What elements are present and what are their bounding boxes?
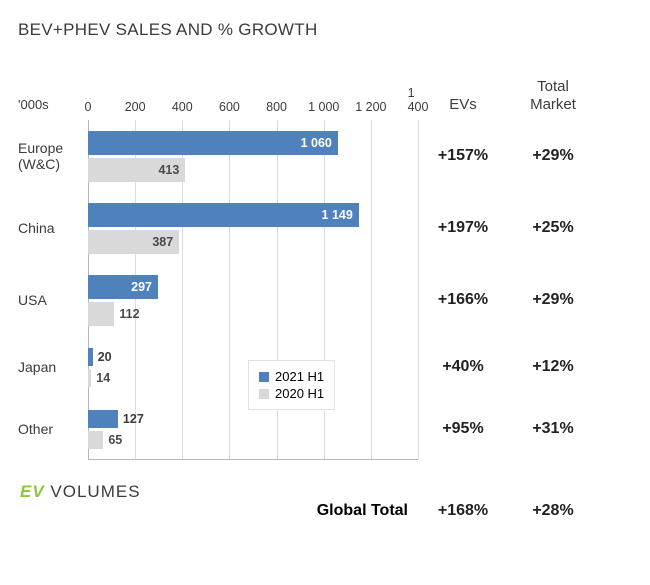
evs-growth-pct: +197%: [418, 219, 508, 237]
total-market-growth-pct: +25%: [508, 219, 598, 237]
data-row: Europe(W&C) 1 060 413 +157%+29%: [18, 120, 632, 192]
axis-header-row: '000s 0 200 400 600 800 1 000 1 200 1 400 EVs T…: [18, 70, 632, 114]
category-label: USA: [18, 292, 88, 308]
evs-growth-pct: +166%: [418, 291, 508, 309]
bar-2020: 387: [88, 230, 179, 254]
data-row: USA 297 112 +166%+29%: [18, 264, 632, 336]
bar-2020: 14: [88, 369, 91, 387]
x-axis-ticks: 02004006008001 0001 2001 400: [88, 70, 418, 114]
legend-item-2020: 2020 H1: [259, 386, 324, 401]
evs-growth-pct: +157%: [418, 147, 508, 165]
bar-label-2021: 297: [131, 280, 152, 294]
unit-label: '000s: [18, 97, 88, 114]
bar-label-2020: 14: [96, 371, 110, 385]
evs-growth-pct: +95%: [418, 420, 508, 438]
bar-2021: 20: [88, 348, 93, 366]
legend-swatch-2020: [259, 389, 269, 399]
bar-2021: 297: [88, 275, 158, 299]
x-tick: 1 200: [355, 100, 386, 114]
total-market-growth-pct: +29%: [508, 291, 598, 309]
chart-area: '000s 0 200 400 600 800 1 000 1 200 1 400 EVs T…: [18, 70, 632, 460]
bar-2021: 127: [88, 410, 118, 428]
x-tick: 1 400: [408, 86, 429, 114]
legend-label-2020: 2020 H1: [275, 386, 324, 401]
chart-container: BEV+PHEV SALES AND % GROWTH '000s 0 200 40…: [0, 0, 650, 585]
bar-cell: 297 112: [88, 264, 418, 336]
footer-row: EV VOLUMES Global Total +168% +28%: [18, 482, 632, 520]
bar-2020: 65: [88, 431, 103, 449]
bar-2020: 112: [88, 302, 114, 326]
x-tick: 1 000: [308, 100, 339, 114]
x-tick: 800: [266, 100, 287, 114]
bar-label-2020: 112: [119, 307, 139, 321]
bar-2020: 413: [88, 158, 185, 182]
legend-swatch-2021: [259, 372, 269, 382]
evs-growth-pct: +40%: [418, 358, 508, 376]
bar-label-2021: 127: [123, 412, 144, 426]
bar-cell: 1 060 413: [88, 120, 418, 192]
total-market-growth-pct: +29%: [508, 147, 598, 165]
chart-title: BEV+PHEV SALES AND % GROWTH: [18, 20, 632, 40]
category-label: Europe(W&C): [18, 140, 88, 172]
global-tm-pct: +28%: [508, 502, 598, 520]
logo-volumes: VOLUMES: [45, 482, 141, 501]
data-row: China 1 149 387 +197%+25%: [18, 192, 632, 264]
bar-label-2020: 413: [158, 163, 179, 177]
bar-label-2020: 387: [152, 235, 173, 249]
global-evs-pct: +168%: [418, 502, 508, 520]
global-total-label: Global Total: [88, 502, 418, 520]
total-market-growth-pct: +31%: [508, 420, 598, 438]
bar-label-2021: 1 149: [322, 208, 353, 222]
category-label: Japan: [18, 359, 88, 375]
bar-label-2021: 20: [98, 350, 112, 364]
legend: 2021 H1 2020 H1: [248, 360, 335, 410]
logo: EV VOLUMES: [18, 482, 418, 502]
x-tick: 600: [219, 100, 240, 114]
x-tick: 0: [85, 100, 92, 114]
bar-cell: 1 149 387: [88, 192, 418, 264]
legend-label-2021: 2021 H1: [275, 369, 324, 384]
bar-label-2021: 1 060: [301, 136, 332, 150]
bar-2021: 1 060: [88, 131, 338, 155]
category-label: China: [18, 220, 88, 236]
total-market-growth-pct: +12%: [508, 358, 598, 376]
category-label: Other: [18, 421, 88, 437]
logo-ev: EV: [20, 482, 45, 501]
x-tick: 200: [125, 100, 146, 114]
x-tick: 400: [172, 100, 193, 114]
column-head-total-market: TotalMarket: [508, 78, 598, 114]
bar-2021: 1 149: [88, 203, 359, 227]
legend-item-2021: 2021 H1: [259, 369, 324, 384]
bar-label-2020: 65: [108, 433, 122, 447]
column-head-evs: EVs: [418, 96, 508, 114]
